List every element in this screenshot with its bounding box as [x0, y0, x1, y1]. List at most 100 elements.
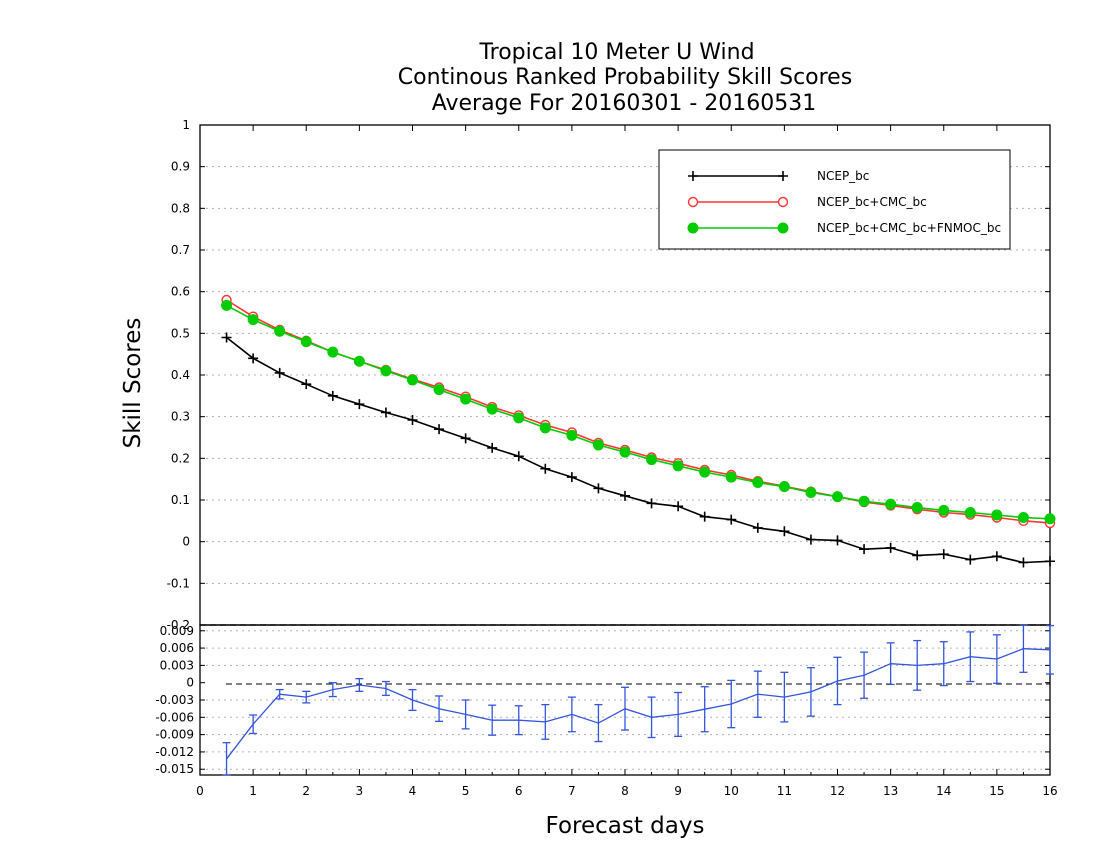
data-point: [912, 550, 923, 561]
chart-title-line-1: Tropical 10 Meter U Wind: [478, 40, 754, 65]
data-point: [300, 336, 312, 348]
bottom-y-tick-label: -0.012: [155, 745, 194, 759]
data-point: [301, 379, 312, 390]
data-point: [911, 502, 923, 513]
top-series-group: [221, 294, 1056, 568]
top-y-tick-label: 0.3: [171, 410, 190, 424]
top-y-tick-label: 0.9: [171, 160, 190, 174]
legend-marker: [778, 171, 788, 181]
data-point: [566, 472, 577, 483]
data-point: [460, 393, 472, 405]
data-point: [832, 535, 843, 546]
x-tick-label: 13: [883, 784, 898, 798]
data-point: [673, 501, 684, 512]
data-point: [486, 403, 498, 415]
series-line: [226, 336, 1051, 564]
series-ncep-bc: [221, 332, 1055, 568]
data-point: [248, 353, 259, 364]
top-y-tick-label: -0.2: [167, 618, 190, 632]
chart-title-line-3: Average For 20160301 - 20160531: [432, 91, 817, 116]
series-ncep-bc-cmc-bc: [221, 294, 1056, 529]
x-tick-label: 6: [515, 784, 523, 798]
x-tick-label: 4: [409, 784, 417, 798]
series-line: [226, 304, 1051, 520]
data-point: [540, 463, 551, 474]
y-axis-title: Skill Scores: [120, 318, 146, 449]
data-point: [991, 509, 1003, 521]
data-point: [353, 355, 365, 367]
top-y-tick-label: 0.8: [171, 201, 190, 215]
data-point: [726, 514, 737, 525]
data-point: [964, 507, 976, 518]
legend-marker: [777, 222, 789, 234]
data-point: [593, 483, 604, 494]
data-point: [221, 332, 232, 343]
x-tick-label: 1: [249, 784, 257, 798]
data-point: [832, 491, 843, 503]
data-point: [805, 534, 816, 545]
data-point: [1045, 556, 1055, 567]
top-y-tick-label: 0.6: [171, 285, 190, 299]
legend-marker: [687, 196, 699, 208]
top-y-axis: 1 0.9 0.8 0.7 0.6 0.5 0.4 0.3 0.2 0.1 0 -0.1 -0.2: [167, 118, 1050, 632]
data-point: [513, 412, 525, 424]
data-point: [327, 390, 338, 401]
chart-title-line-2: Continous Ranked Probability Skill Score…: [398, 65, 852, 90]
data-point: [752, 477, 764, 488]
data-point: [434, 424, 445, 435]
data-point: [274, 367, 285, 378]
x-tick-label: 3: [356, 784, 364, 798]
bottom-y-tick-label: 0.009: [160, 624, 194, 638]
data-point: [487, 442, 498, 453]
legend-entries: NCEP_bc NCEP_bc+CMC_bc NCEP_bc+CMC_bc+FNMO…: [687, 169, 1001, 235]
data-point: [407, 415, 418, 425]
data-point: [672, 460, 684, 472]
x-tick-label: 16: [1042, 784, 1057, 798]
bottom-series-group: [222, 624, 1054, 776]
data-point: [778, 481, 790, 493]
data-point: [859, 544, 870, 555]
legend-label: NCEP_bc+CMC_bc+FNMOC_bc: [817, 221, 1001, 235]
data-point: [885, 498, 897, 510]
data-point: [805, 487, 817, 498]
data-point: [991, 551, 1002, 562]
x-tick-label: 11: [777, 784, 792, 798]
data-point: [380, 407, 391, 418]
top-y-tick-label: 1: [182, 118, 190, 132]
legend-box: [658, 149, 1011, 250]
data-point: [592, 439, 604, 451]
data-point: [1017, 512, 1029, 523]
legend-marker: [777, 196, 789, 208]
data-point: [725, 471, 737, 483]
data-point: [752, 522, 763, 533]
x-tick-label: 5: [462, 784, 470, 798]
x-tick-label: 2: [302, 784, 310, 798]
x-tick-label: 0: [196, 784, 204, 798]
data-point: [965, 554, 976, 565]
bottom-y-axis: 0.009 0.006 0.003 0 -0.003 -0.006 -0.009 -0.012…: [155, 624, 1050, 776]
x-tick-label: 15: [989, 784, 1004, 798]
data-point: [779, 526, 790, 537]
series-ncep-bc-cmc-bc-fnmoc-bc: [221, 299, 1056, 525]
data-point: [274, 325, 286, 337]
top-y-tick-label: 0.5: [171, 326, 190, 340]
top-y-tick-label: 0.1: [171, 493, 190, 507]
data-point: [646, 454, 658, 466]
bottom-y-tick-label: -0.009: [155, 728, 194, 742]
chart-title: Tropical 10 Meter U Wind Continous Ranke…: [398, 40, 852, 116]
data-point: [247, 314, 259, 326]
data-point: [699, 466, 711, 478]
data-point: [1018, 557, 1029, 568]
bottom-y-tick-label: 0.003: [160, 658, 194, 672]
data-point: [858, 495, 870, 507]
top-y-tick-label: 0.2: [171, 451, 190, 465]
data-point: [619, 446, 631, 458]
x-tick-label: 10: [724, 784, 739, 798]
data-point: [380, 365, 392, 377]
bottom-y-tick-label: 0.006: [160, 641, 194, 655]
x-tick-label: 12: [830, 784, 845, 798]
legend: NCEP_bc NCEP_bc+CMC_bc NCEP_bc+CMC_bc+FNMO…: [658, 149, 1011, 250]
data-point: [460, 433, 471, 444]
x-tick-label: 14: [936, 784, 951, 798]
